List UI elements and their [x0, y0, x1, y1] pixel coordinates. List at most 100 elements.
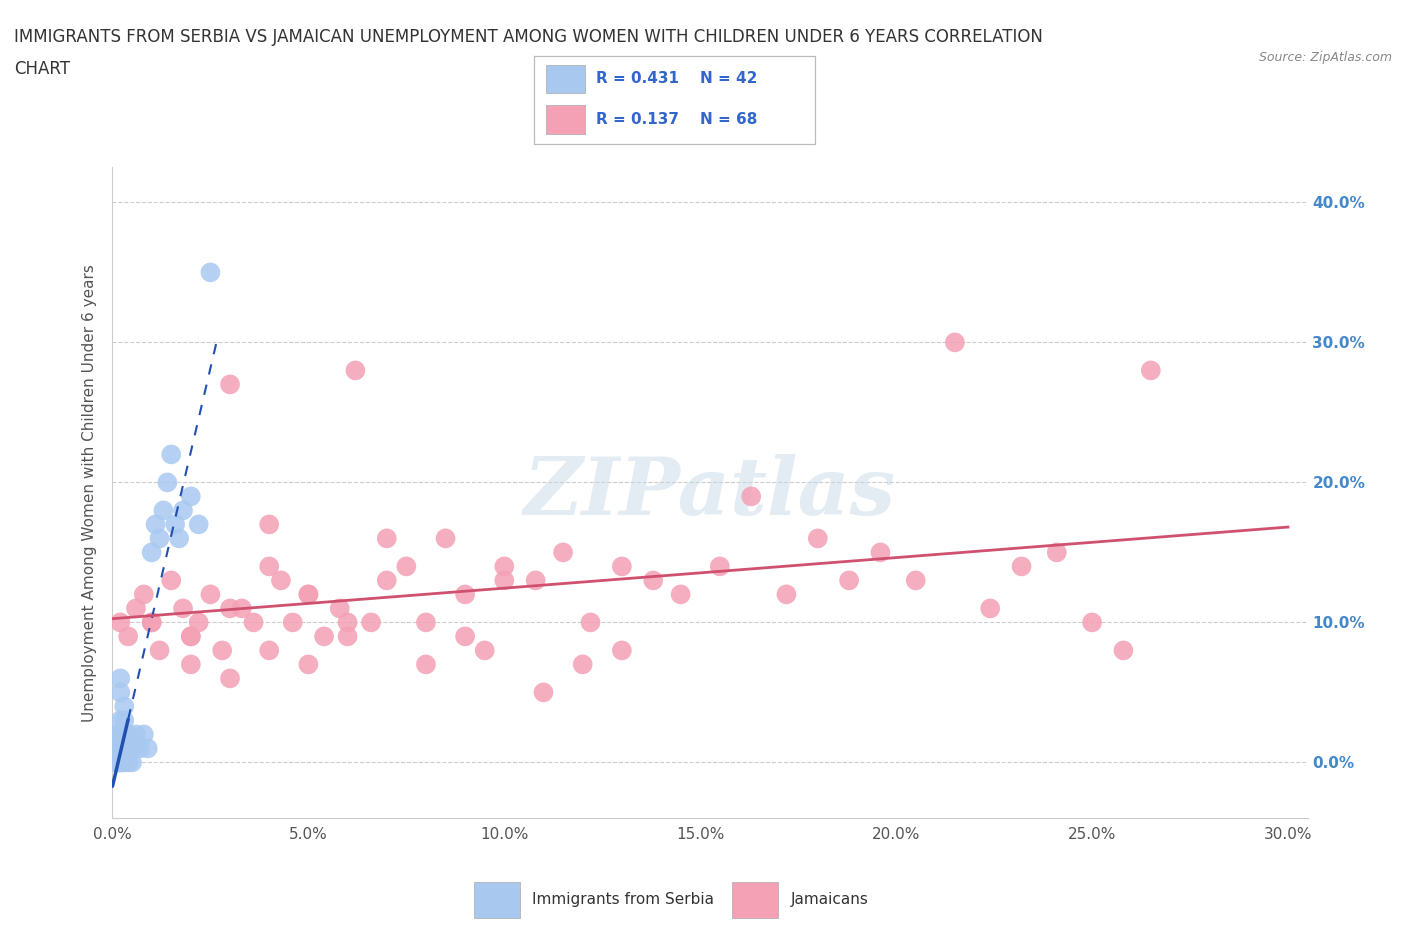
Point	[571, 657, 593, 671]
Point	[211, 643, 233, 658]
Point	[180, 629, 202, 644]
Point	[112, 741, 135, 756]
Point	[112, 699, 135, 714]
Point	[257, 517, 280, 532]
Point	[136, 741, 159, 756]
Point	[125, 727, 148, 742]
Point	[141, 545, 163, 560]
Point	[219, 377, 242, 392]
Point	[434, 531, 457, 546]
Point	[533, 685, 555, 700]
Text: R = 0.431    N = 42: R = 0.431 N = 42	[596, 72, 758, 86]
Bar	[474, 882, 520, 918]
Point	[107, 755, 129, 770]
Point	[160, 447, 183, 462]
Point	[336, 615, 359, 630]
Point	[1081, 615, 1104, 630]
Point	[105, 727, 128, 742]
Point	[943, 335, 966, 350]
Point	[110, 741, 132, 756]
Point	[125, 601, 148, 616]
Point	[740, 489, 762, 504]
Point	[145, 517, 167, 532]
Point	[1046, 545, 1069, 560]
Point	[160, 573, 183, 588]
Point	[117, 629, 139, 644]
Point	[869, 545, 891, 560]
Bar	[733, 882, 778, 918]
Point	[1140, 363, 1163, 378]
Point	[1112, 643, 1135, 658]
Point	[107, 741, 129, 756]
Point	[156, 475, 179, 490]
Point	[117, 727, 139, 742]
Point	[111, 755, 134, 770]
Point	[148, 643, 170, 658]
Point	[172, 503, 194, 518]
Text: CHART: CHART	[14, 60, 70, 78]
Point	[200, 587, 222, 602]
Point	[152, 503, 174, 518]
Point	[129, 741, 152, 756]
Point	[141, 615, 163, 630]
Point	[180, 657, 202, 671]
Point	[187, 517, 209, 532]
Point	[709, 559, 731, 574]
Text: ZIPatlas: ZIPatlas	[524, 454, 896, 532]
Point	[117, 755, 139, 770]
Point	[148, 531, 170, 546]
Point	[375, 531, 398, 546]
Point	[110, 755, 132, 770]
Point	[838, 573, 860, 588]
Point	[231, 601, 253, 616]
Point	[415, 657, 437, 671]
Point	[312, 629, 335, 644]
Bar	[546, 105, 585, 134]
Text: Jamaicans: Jamaicans	[790, 892, 869, 908]
Point	[165, 517, 187, 532]
Point	[200, 265, 222, 280]
Point	[454, 587, 477, 602]
Point	[979, 601, 1001, 616]
Point	[281, 615, 304, 630]
Point	[360, 615, 382, 630]
Point	[219, 671, 242, 685]
Point	[219, 601, 242, 616]
Point	[1011, 559, 1033, 574]
Point	[132, 727, 155, 742]
Text: R = 0.137    N = 68: R = 0.137 N = 68	[596, 112, 758, 126]
Point	[775, 587, 797, 602]
Point	[474, 643, 496, 658]
Point	[187, 615, 209, 630]
Point	[112, 713, 135, 728]
Point	[141, 615, 163, 630]
Point	[105, 755, 128, 770]
Point	[551, 545, 574, 560]
Point	[105, 748, 128, 763]
Bar	[546, 65, 585, 93]
Point	[112, 755, 135, 770]
Point	[415, 615, 437, 630]
Point	[375, 573, 398, 588]
Point	[297, 657, 319, 671]
Point	[297, 587, 319, 602]
Text: Source: ZipAtlas.com: Source: ZipAtlas.com	[1258, 51, 1392, 64]
Point	[494, 573, 516, 588]
Point	[110, 615, 132, 630]
Point	[257, 559, 280, 574]
Point	[494, 559, 516, 574]
Y-axis label: Unemployment Among Women with Children Under 6 years: Unemployment Among Women with Children U…	[82, 264, 97, 722]
Point	[904, 573, 927, 588]
Point	[110, 713, 132, 728]
Point	[180, 489, 202, 504]
Point	[610, 643, 633, 658]
Point	[329, 601, 352, 616]
Point	[524, 573, 547, 588]
Point	[110, 671, 132, 685]
Point	[242, 615, 264, 630]
Point	[112, 727, 135, 742]
Text: Immigrants from Serbia: Immigrants from Serbia	[533, 892, 714, 908]
Point	[132, 587, 155, 602]
Point	[579, 615, 602, 630]
Point	[180, 629, 202, 644]
